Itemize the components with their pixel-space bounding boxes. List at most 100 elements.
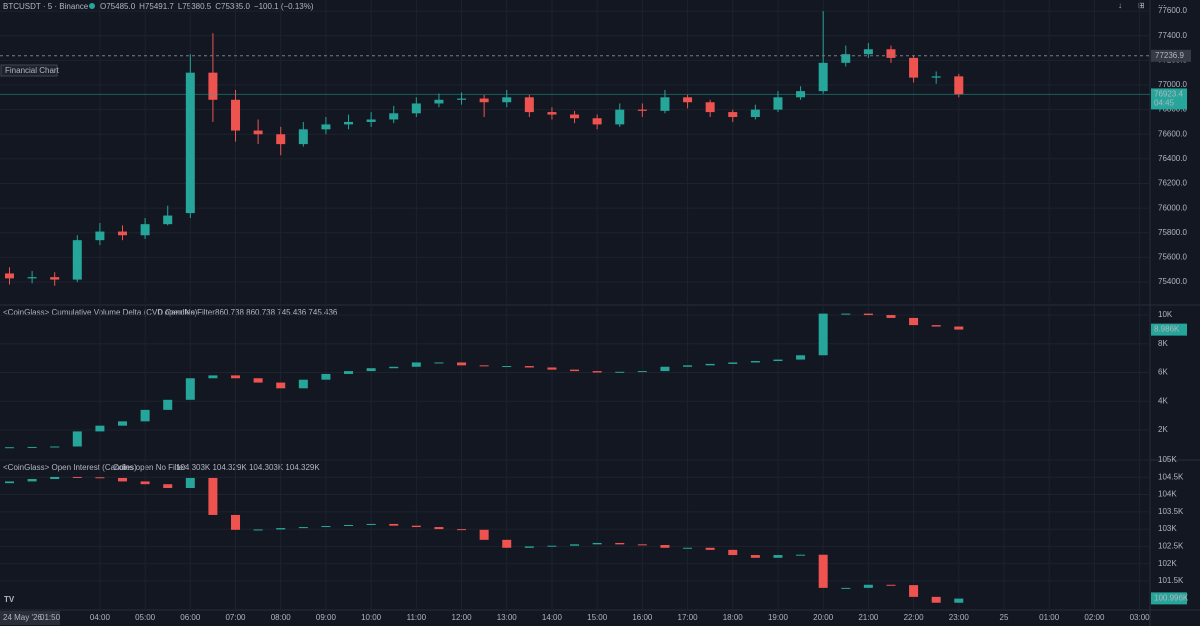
candle-body (502, 539, 512, 548)
candle-body (231, 99, 241, 131)
candle-body (615, 542, 625, 545)
last-price-box (1151, 88, 1187, 110)
candle-body (298, 379, 308, 389)
status-dot (89, 3, 95, 9)
candle-body (796, 355, 806, 360)
candle-body (728, 362, 738, 364)
date-box (0, 611, 60, 625)
x-tick-label: 21:00 (858, 613, 879, 622)
candle-body (50, 476, 60, 480)
candle-body (208, 477, 218, 515)
candle-body (705, 547, 715, 550)
candle-body (637, 371, 647, 373)
candle-body (592, 371, 602, 373)
candle-body (50, 446, 60, 448)
candle-body (276, 382, 286, 389)
candle-body (683, 547, 693, 549)
candle-body (615, 109, 625, 125)
candle-body (524, 366, 534, 368)
candle-body (118, 477, 128, 482)
candle-body (118, 231, 128, 236)
candle-body (185, 477, 195, 488)
icon[interactable]: ⋯ (1158, 1, 1166, 10)
candle-body (502, 97, 512, 103)
candle-body (27, 446, 37, 448)
candle-body (411, 362, 421, 367)
price-label: 77236.9 (1155, 51, 1184, 60)
ohlc-value: L75380.5 (178, 2, 212, 11)
candle-body (27, 277, 37, 279)
candle-body (185, 378, 195, 400)
candle-body (479, 98, 489, 103)
x-tick-label: 13:00 (497, 613, 518, 622)
candle-body (434, 99, 444, 104)
indicator-subtitle: Coins open No Filter (113, 463, 186, 472)
candle-body (479, 365, 489, 367)
candle-body (773, 359, 783, 362)
candle-body (95, 477, 105, 479)
x-tick-label: 05:00 (135, 613, 156, 622)
candle-body (750, 555, 760, 558)
countdown: 04:45 (1154, 99, 1175, 108)
candle-body (660, 545, 670, 548)
y-tick-label: 104K (1158, 490, 1177, 499)
ohlc: O75485.0 H75491.7 L75380.5 C75385.0 −100.1 (… (100, 2, 314, 11)
candle-body (298, 527, 308, 529)
y-tick-label: 101.5K (1158, 576, 1184, 585)
candle-body (728, 112, 738, 118)
candle-body (27, 479, 37, 482)
tooltip-box (0, 64, 58, 77)
x-tick-label: 12:00 (452, 613, 473, 622)
y-tick-label: 77000.0 (1158, 80, 1187, 89)
candle-body (524, 97, 534, 113)
candle-body (321, 526, 331, 528)
candle-body (366, 368, 376, 372)
candle-body (750, 361, 760, 363)
candle-body (909, 317, 919, 326)
candle-body (592, 542, 602, 545)
x-tick-label: 19:00 (768, 613, 789, 622)
logo: TV (4, 595, 15, 604)
candle-body (660, 97, 670, 111)
y-tick-label: 104.5K (1158, 472, 1184, 481)
candle-body (863, 584, 873, 588)
ohlc-value: −100.1 (−0.13%) (254, 2, 314, 11)
candle-body (95, 425, 105, 432)
y-tick-label: 10K (1158, 310, 1173, 319)
candle-body (72, 476, 82, 478)
candle-body (615, 371, 625, 373)
candle-body (570, 114, 580, 119)
y-tick-label: 76400.0 (1158, 154, 1187, 163)
candle-body (841, 313, 851, 315)
ohlc-value: O75485.0 (100, 2, 136, 11)
x-tick-label: 10:00 (361, 613, 382, 622)
x-tick-label: 11:00 (407, 613, 427, 622)
candle-body (818, 313, 828, 356)
candle-body (253, 529, 263, 531)
y-tick-label: 6K (1158, 368, 1168, 377)
candle-body (298, 129, 308, 145)
y-tick-label: 102K (1158, 559, 1177, 568)
y-tick-label: 76200.0 (1158, 179, 1187, 188)
icon[interactable]: ↓ (1118, 1, 1122, 10)
candle-body (208, 375, 218, 379)
candle-body (140, 224, 150, 236)
candle-body (344, 371, 354, 374)
candle-body (818, 62, 828, 92)
candle-body (118, 421, 128, 426)
candle-body (208, 72, 218, 100)
candle-body (4, 273, 14, 279)
ohlc-value: C75385.0 (215, 2, 250, 11)
indicator-title: <CoinGlass> Open Interest (Candles) (3, 463, 137, 472)
candle-body (231, 514, 241, 530)
candle-body (931, 596, 941, 603)
candle-body (773, 97, 783, 110)
icon[interactable]: ⊞ (1138, 1, 1145, 10)
candle-body (163, 484, 173, 488)
ohlc-value: H75491.7 (139, 2, 174, 11)
candle-body (818, 554, 828, 588)
candle-body (796, 554, 806, 556)
candle-body (231, 375, 241, 379)
